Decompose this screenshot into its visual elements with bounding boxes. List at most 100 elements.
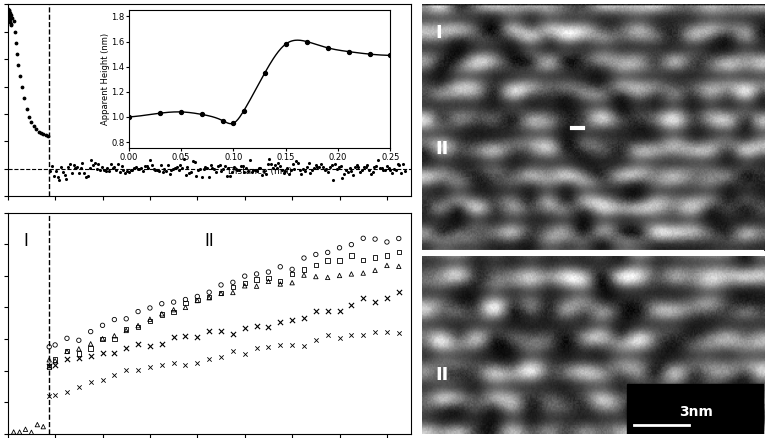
Point [179,300,191,307]
Point [144,316,156,323]
Point [49,356,61,363]
Point [321,249,334,256]
Point [39,131,52,138]
Point [326,162,338,169]
Point [25,429,38,436]
Point [345,301,357,308]
Point [187,158,199,165]
Point [250,270,262,277]
Point [156,310,168,317]
Point [321,332,334,339]
Point [350,161,363,168]
Point [398,168,411,175]
Point [61,389,73,396]
Point [128,164,141,171]
Point [37,131,49,138]
Point [32,128,45,135]
Point [393,289,405,296]
Point [74,165,86,172]
Point [11,50,23,57]
Point [354,168,367,175]
Point [158,166,171,173]
Point [203,173,215,180]
Point [94,166,107,173]
Point [108,316,120,323]
Point [274,280,286,287]
Point [149,167,161,174]
Point [108,350,120,357]
Point [43,392,56,399]
Point [71,164,83,171]
Point [144,343,156,350]
Point [21,105,33,112]
Point [84,340,96,347]
Point [84,352,96,359]
Point [96,350,109,357]
Point [132,322,144,329]
Point [390,167,402,174]
Point [310,261,322,268]
Point [215,353,227,360]
Point [262,324,275,331]
Point [393,162,405,169]
Point [156,340,168,347]
Point [306,167,318,174]
Point [372,157,384,164]
Point [293,166,306,173]
Point [369,298,381,305]
Point [119,169,131,176]
Point [123,169,135,176]
Point [240,164,252,171]
Point [311,163,323,170]
Point [210,168,222,175]
Point [345,271,357,278]
Point [5,12,18,19]
Point [44,168,56,175]
Point [357,269,370,276]
Point [199,164,212,171]
Point [146,162,158,169]
Point [19,426,32,433]
Text: 3nm: 3nm [679,405,713,419]
Point [179,304,191,311]
Point [361,162,374,169]
Point [120,315,133,322]
Point [153,167,165,174]
Point [107,165,119,172]
Point [215,289,227,296]
Point [322,168,334,175]
Point [331,166,344,173]
Point [168,360,180,367]
Point [141,162,153,169]
Point [97,166,110,173]
Point [73,354,85,361]
Point [203,356,215,363]
Point [191,334,204,341]
Point [286,342,298,349]
Point [262,268,275,276]
Point [321,307,334,314]
Point [132,308,144,315]
Point [5,20,17,27]
Point [352,163,364,170]
Point [300,164,313,171]
Point [108,332,120,339]
Point [78,170,90,177]
Point [338,170,350,177]
Point [250,322,262,329]
Point [192,166,205,173]
Point [393,235,405,242]
Point [120,327,133,334]
Point [249,167,261,174]
Point [138,162,151,170]
Point [60,175,73,182]
Point [370,162,382,170]
Point [37,423,49,430]
Point [345,241,357,248]
Point [134,166,146,173]
Point [179,296,191,303]
Point [286,279,298,286]
Point [108,335,120,342]
Point [388,166,400,173]
Point [168,308,180,315]
